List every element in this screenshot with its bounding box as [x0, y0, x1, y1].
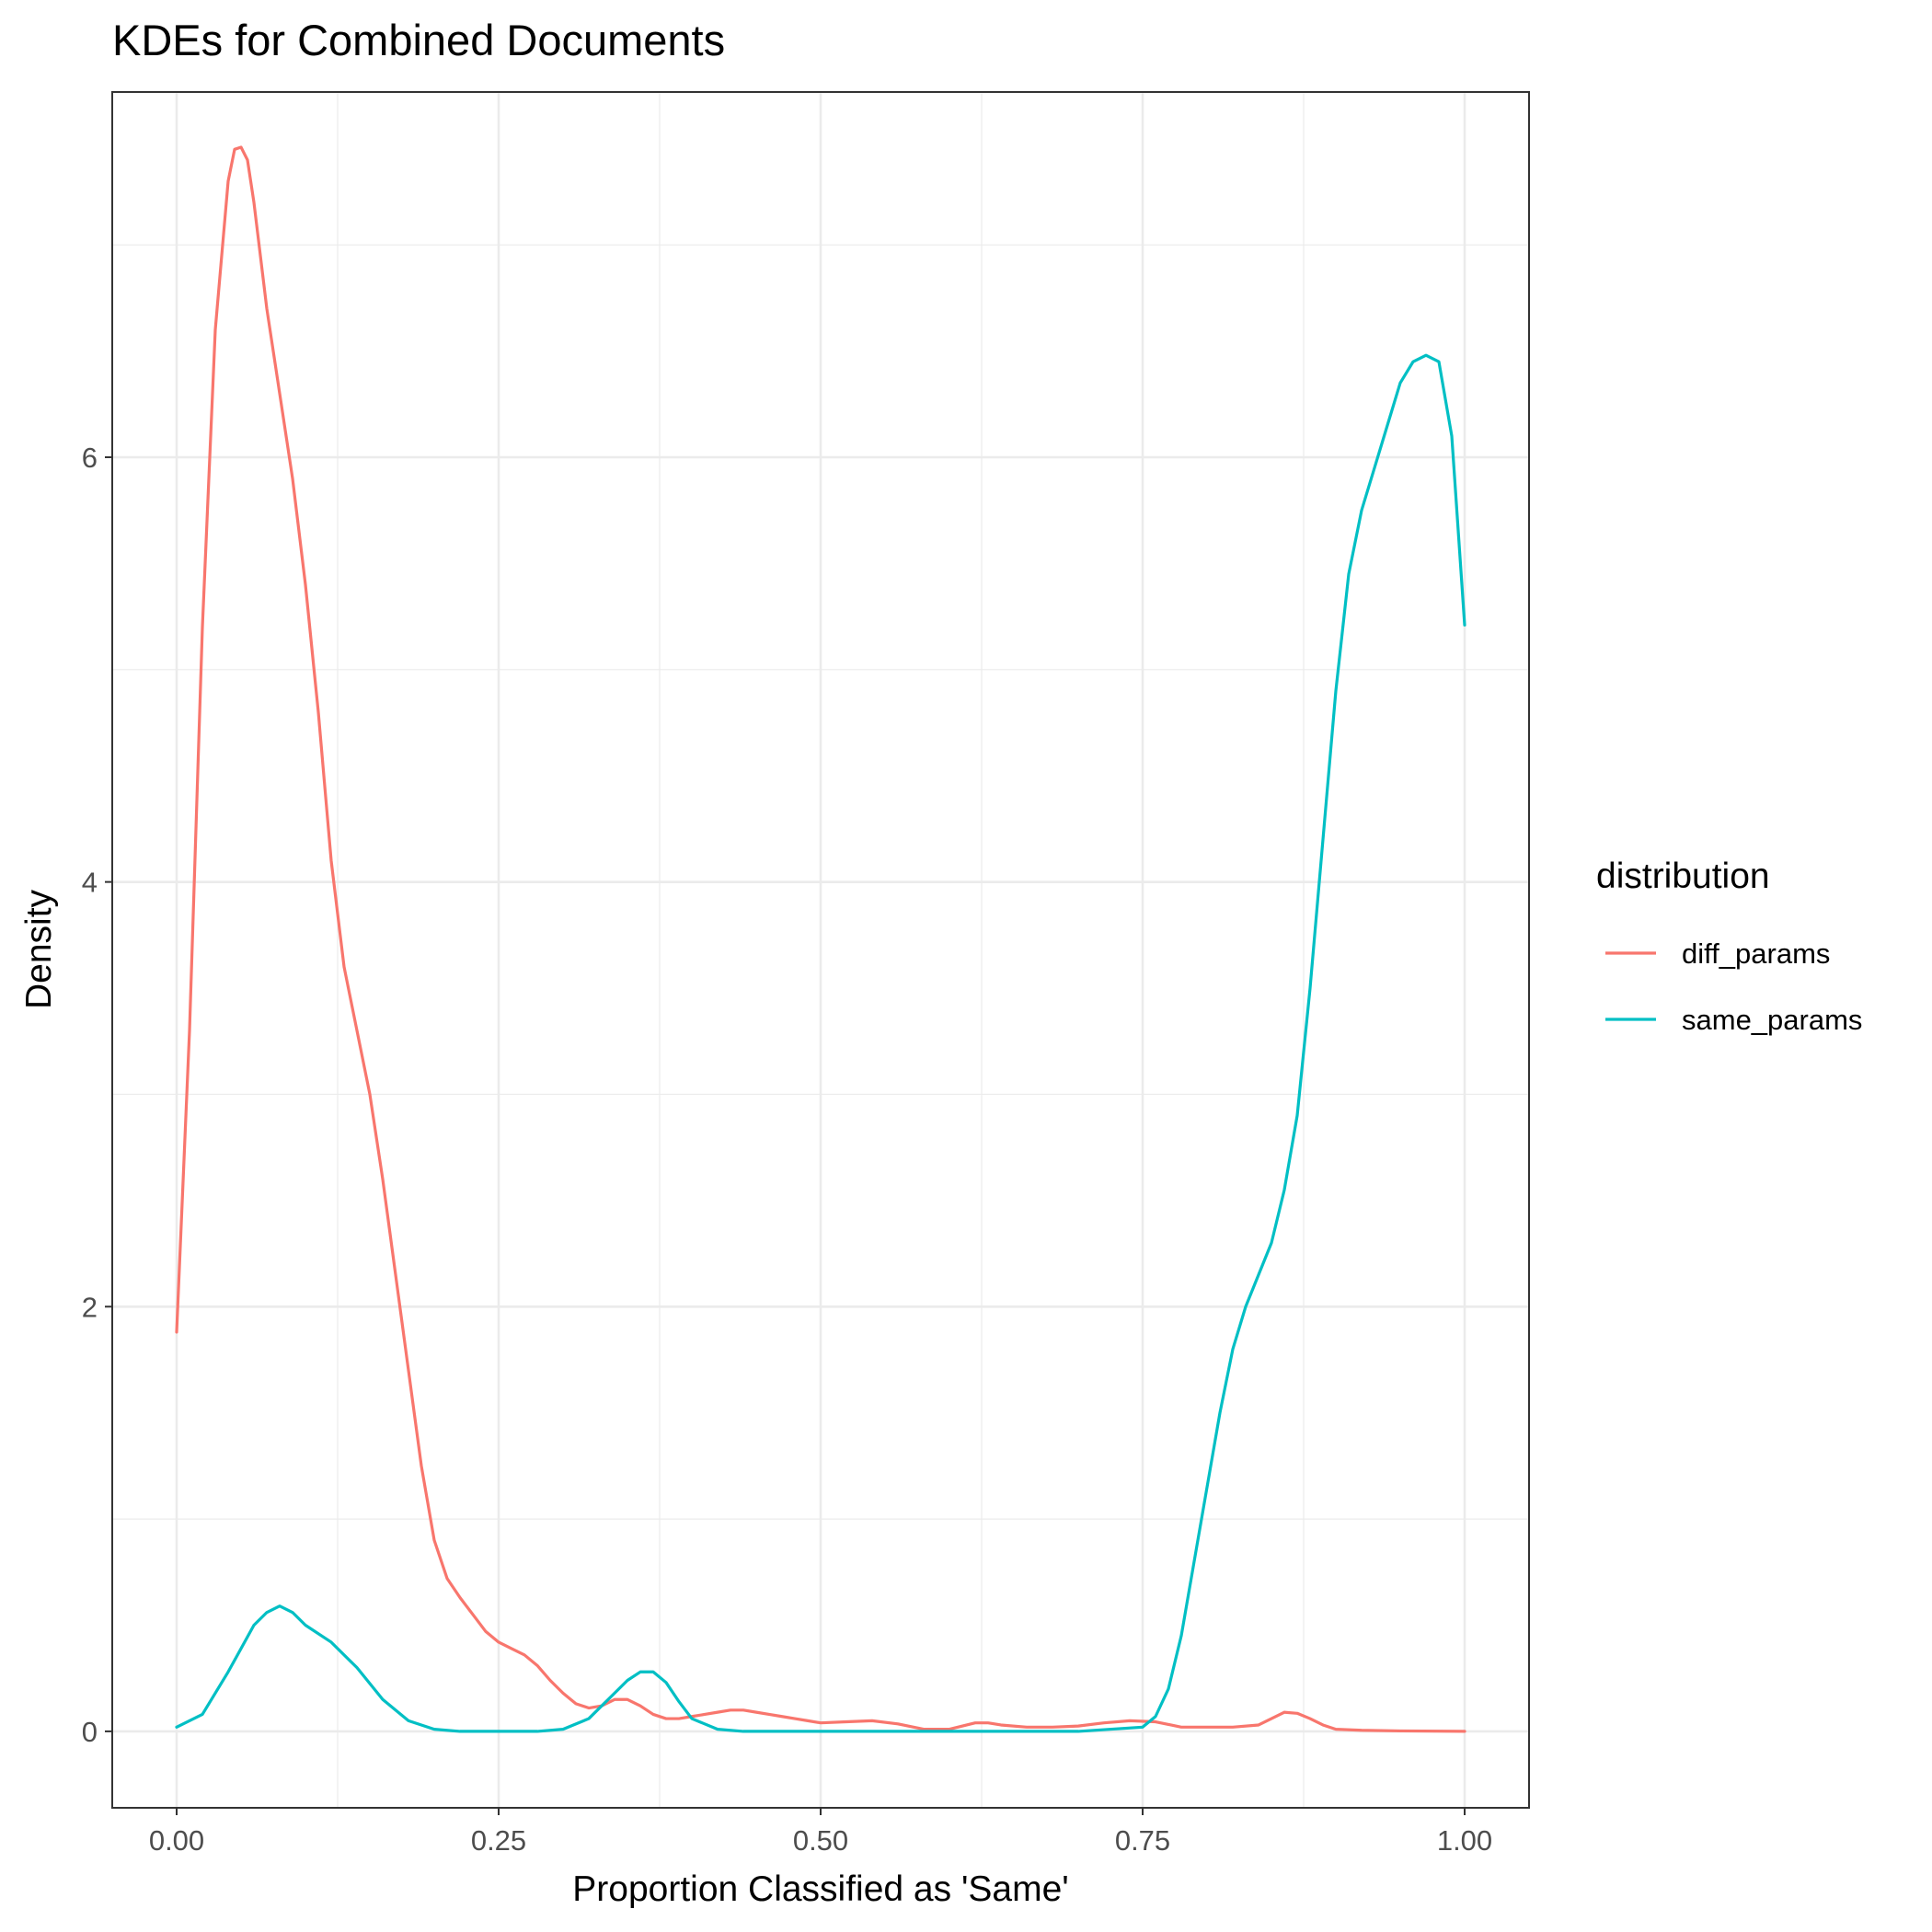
chart-title: KDEs for Combined Documents: [112, 16, 725, 64]
y-axis: 0 2 4 6: [82, 442, 112, 1748]
x-tick-label: 0.50: [793, 1824, 848, 1857]
y-tick-label: 2: [82, 1291, 98, 1323]
y-tick-label: 6: [82, 442, 98, 474]
grid-major: [112, 92, 1529, 1808]
series-lines: [175, 145, 1466, 1733]
y-tick-label: 4: [82, 867, 98, 899]
legend: distribution diff_params same_params: [1596, 857, 1862, 1036]
x-tick-label: 0.00: [149, 1824, 204, 1857]
legend-title: distribution: [1596, 857, 1770, 896]
series-line-same_params: [175, 353, 1466, 1733]
x-axis-title: Proportion Classified as 'Same': [572, 1869, 1068, 1909]
y-tick-label: 0: [82, 1716, 98, 1748]
x-tick-label: 0.75: [1115, 1824, 1170, 1857]
legend-label-same_params: same_params: [1682, 1004, 1862, 1036]
x-tick-label: 0.25: [471, 1824, 526, 1857]
x-tick-label: 1.00: [1437, 1824, 1492, 1857]
y-axis-title: Density: [19, 889, 59, 1009]
x-axis: 0.00 0.25 0.50 0.75 1.00: [149, 1808, 1492, 1857]
legend-label-diff_params: diff_params: [1682, 937, 1830, 970]
